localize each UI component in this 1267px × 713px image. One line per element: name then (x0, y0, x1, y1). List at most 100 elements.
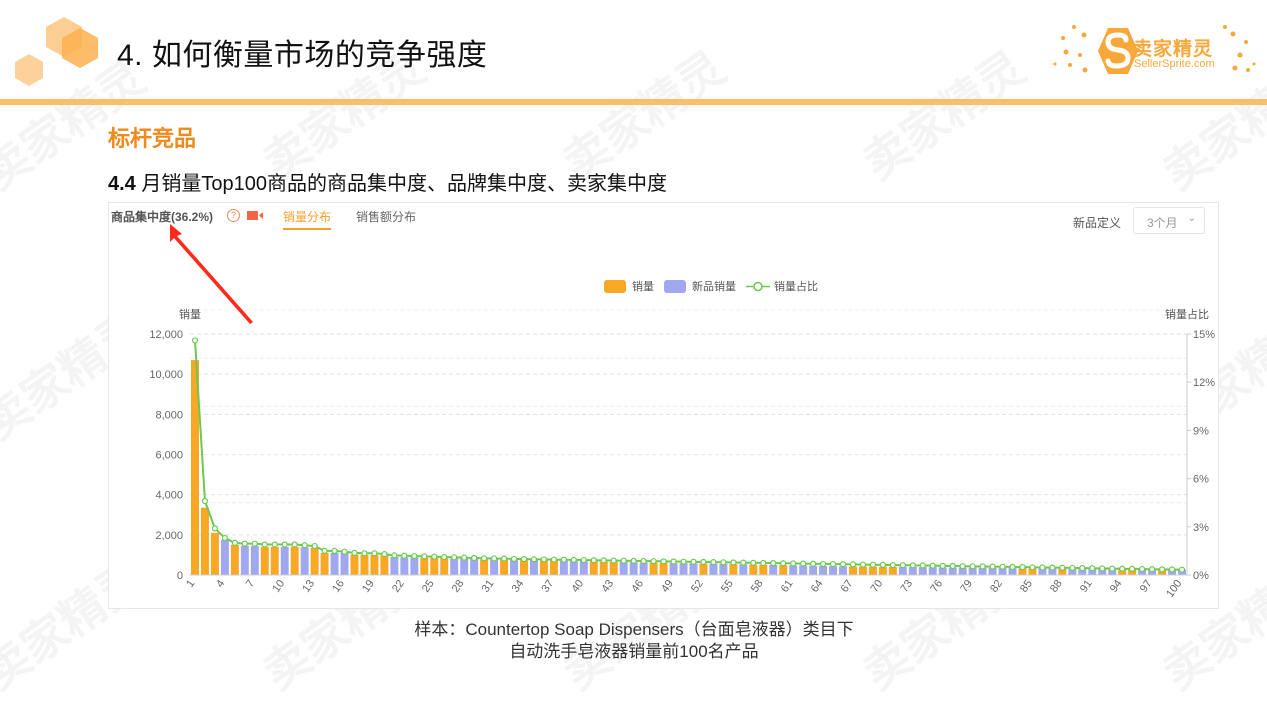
share-point[interactable] (1168, 566, 1176, 573)
share-point[interactable] (351, 549, 358, 556)
share-point[interactable] (301, 542, 308, 549)
bar[interactable] (200, 507, 209, 575)
bar[interactable] (1048, 568, 1057, 575)
new-product-period-select[interactable]: 3个月 ⌄ (1133, 207, 1205, 234)
share-point[interactable] (550, 556, 558, 563)
bar[interactable] (490, 559, 499, 575)
share-point[interactable] (1069, 564, 1076, 572)
legend-item-sales[interactable]: 销量 (604, 278, 654, 294)
bar[interactable] (609, 561, 618, 575)
bar[interactable] (420, 557, 429, 575)
share-point[interactable] (909, 562, 916, 569)
bar[interactable] (340, 552, 349, 575)
share-point[interactable] (680, 558, 687, 565)
bar[interactable] (191, 360, 199, 575)
bar[interactable] (520, 560, 528, 575)
share-point[interactable] (231, 539, 238, 546)
share-point[interactable] (989, 563, 996, 570)
bar[interactable] (1058, 568, 1067, 575)
share-point[interactable] (710, 559, 717, 566)
share-point[interactable] (211, 525, 219, 532)
video-icon[interactable] (247, 211, 263, 220)
share-point[interactable] (221, 534, 228, 542)
share-point[interactable] (490, 555, 498, 562)
share-point[interactable] (381, 551, 388, 558)
bar[interactable] (898, 566, 907, 575)
bar[interactable] (240, 545, 249, 575)
bar[interactable] (1068, 568, 1077, 575)
bar[interactable] (569, 560, 578, 575)
share-point[interactable] (770, 560, 777, 567)
share-point[interactable] (1029, 564, 1036, 571)
share-point[interactable] (640, 557, 647, 565)
share-point[interactable] (899, 562, 906, 569)
bar[interactable] (689, 563, 698, 575)
share-point[interactable] (610, 557, 617, 564)
bar[interactable] (948, 567, 957, 575)
share-point[interactable] (1059, 564, 1066, 571)
bar[interactable] (1128, 569, 1137, 575)
bar[interactable] (579, 561, 588, 575)
share-point[interactable] (251, 540, 258, 547)
share-point[interactable] (819, 560, 827, 568)
share-point[interactable] (191, 337, 199, 344)
bar[interactable] (460, 558, 469, 575)
bar[interactable] (330, 552, 339, 575)
share-point[interactable] (291, 541, 298, 548)
share-point[interactable] (979, 563, 986, 570)
bar[interactable] (390, 556, 399, 575)
share-point[interactable] (969, 563, 976, 570)
share-point[interactable] (590, 557, 597, 564)
share-point[interactable] (790, 560, 797, 567)
share-point[interactable] (1109, 565, 1116, 572)
share-point[interactable] (391, 552, 398, 559)
share-point[interactable] (361, 550, 368, 557)
bar[interactable] (529, 560, 538, 575)
bar[interactable] (888, 566, 897, 575)
share-point[interactable] (600, 557, 607, 564)
bar[interactable] (789, 565, 798, 575)
bar[interactable] (998, 567, 1007, 575)
bar[interactable] (539, 560, 548, 575)
bar[interactable] (858, 566, 867, 575)
share-point[interactable] (500, 555, 508, 562)
bar[interactable] (360, 554, 369, 575)
bar[interactable] (270, 546, 279, 575)
bar[interactable] (739, 564, 748, 575)
share-point[interactable] (889, 561, 896, 569)
share-point[interactable] (740, 559, 747, 566)
share-point[interactable] (919, 562, 926, 569)
legend-item-new-sales[interactable]: 新品销量 (664, 278, 736, 294)
share-point[interactable] (1129, 565, 1136, 572)
bar[interactable] (230, 544, 239, 575)
share-point[interactable] (241, 540, 248, 547)
share-point[interactable] (530, 556, 538, 563)
bar[interactable] (938, 567, 947, 575)
bar[interactable] (839, 566, 848, 575)
share-point[interactable] (780, 560, 787, 567)
bar[interactable] (310, 547, 319, 575)
bar[interactable] (210, 532, 219, 575)
bar[interactable] (928, 567, 937, 575)
tab-sales-distribution[interactable]: 销量分布 (283, 208, 332, 230)
share-point[interactable] (560, 556, 567, 563)
share-point[interactable] (999, 563, 1006, 570)
legend-item-share[interactable]: 销量占比 (746, 278, 818, 294)
share-point[interactable] (1178, 566, 1186, 573)
share-point[interactable] (750, 559, 757, 566)
share-point[interactable] (471, 554, 478, 562)
share-point[interactable] (520, 555, 528, 563)
bar[interactable] (280, 546, 289, 575)
bar[interactable] (669, 562, 678, 575)
share-point[interactable] (1149, 566, 1156, 573)
share-point[interactable] (510, 555, 518, 563)
share-point[interactable] (929, 562, 936, 569)
share-point[interactable] (281, 541, 288, 548)
share-point[interactable] (630, 557, 637, 564)
bar[interactable] (470, 558, 479, 575)
bar[interactable] (709, 563, 718, 575)
share-point[interactable] (1039, 564, 1046, 571)
share-point[interactable] (620, 557, 627, 564)
share-point[interactable] (879, 561, 887, 568)
share-point[interactable] (1158, 566, 1166, 573)
